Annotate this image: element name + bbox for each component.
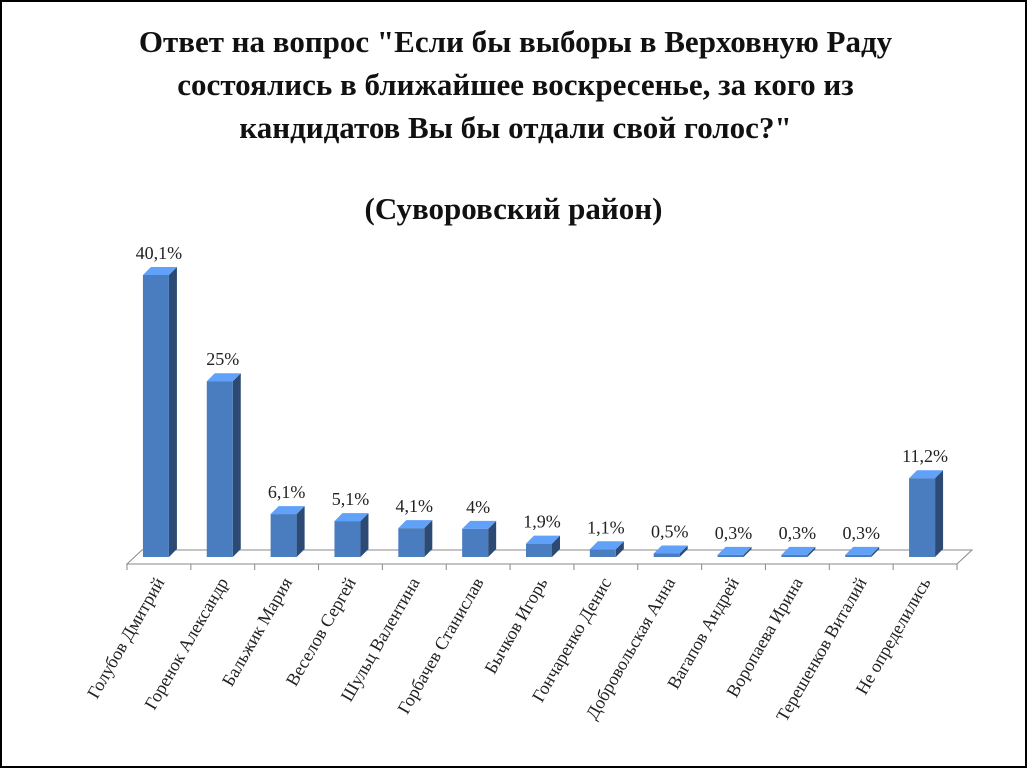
bar-side bbox=[615, 541, 624, 557]
bar-side bbox=[679, 545, 688, 557]
value-label: 4% bbox=[466, 497, 490, 517]
bar bbox=[589, 549, 616, 557]
bar-side bbox=[360, 513, 369, 557]
bar-top bbox=[462, 520, 497, 529]
bar-side bbox=[552, 535, 560, 557]
bar bbox=[845, 554, 872, 557]
bar-top bbox=[909, 470, 944, 479]
bar-side bbox=[935, 470, 944, 557]
bar-side bbox=[807, 546, 816, 557]
bar bbox=[398, 528, 425, 557]
bar-top bbox=[334, 513, 369, 522]
bar bbox=[462, 528, 489, 557]
x-tick-label: Бычков Игорь bbox=[480, 574, 551, 677]
bar bbox=[717, 554, 744, 557]
value-label: 1,9% bbox=[523, 512, 561, 532]
value-label: 5,1% bbox=[332, 489, 370, 509]
value-label: 11,2% bbox=[902, 446, 948, 466]
bar-top bbox=[653, 545, 688, 554]
bar bbox=[909, 478, 936, 557]
bar-top bbox=[717, 546, 752, 555]
bar-side bbox=[871, 546, 880, 557]
bar-top bbox=[781, 546, 816, 555]
value-label: 6,1% bbox=[268, 482, 306, 502]
bar bbox=[142, 275, 169, 557]
bar-top bbox=[589, 541, 624, 550]
bar bbox=[653, 553, 680, 557]
bar-top bbox=[270, 506, 305, 515]
value-label: 0,3% bbox=[715, 523, 753, 543]
value-label: 25% bbox=[206, 349, 239, 369]
value-label: 40,1% bbox=[136, 243, 183, 263]
bar-top bbox=[526, 535, 560, 544]
bar bbox=[206, 381, 233, 557]
bar-top bbox=[398, 520, 433, 529]
value-label: 0,3% bbox=[779, 523, 817, 543]
bar-side bbox=[296, 506, 305, 557]
x-tick-label: Бальжик Мария bbox=[218, 574, 296, 690]
bar-top bbox=[845, 546, 880, 555]
value-label: 4,1% bbox=[396, 496, 434, 516]
bar bbox=[526, 543, 552, 557]
value-label: 0,3% bbox=[842, 523, 880, 543]
bar-side bbox=[232, 373, 241, 557]
bar-side bbox=[488, 520, 497, 557]
bar-side bbox=[424, 520, 433, 557]
bar bbox=[334, 521, 361, 557]
value-label: 0,5% bbox=[651, 521, 689, 541]
bar bbox=[270, 514, 297, 557]
chart-subtitle: (Суворовский район) bbox=[364, 191, 663, 226]
value-label: 1,1% bbox=[587, 517, 625, 537]
x-tick-label: Веселов Сергей bbox=[282, 574, 360, 690]
bar bbox=[781, 554, 808, 557]
bar-top bbox=[142, 267, 177, 275]
bar-side bbox=[743, 546, 752, 557]
bar-top bbox=[206, 373, 241, 382]
bar-side bbox=[168, 267, 177, 557]
chart-title: Ответ на вопрос "Если бы выборы в Верхов… bbox=[138, 24, 893, 145]
